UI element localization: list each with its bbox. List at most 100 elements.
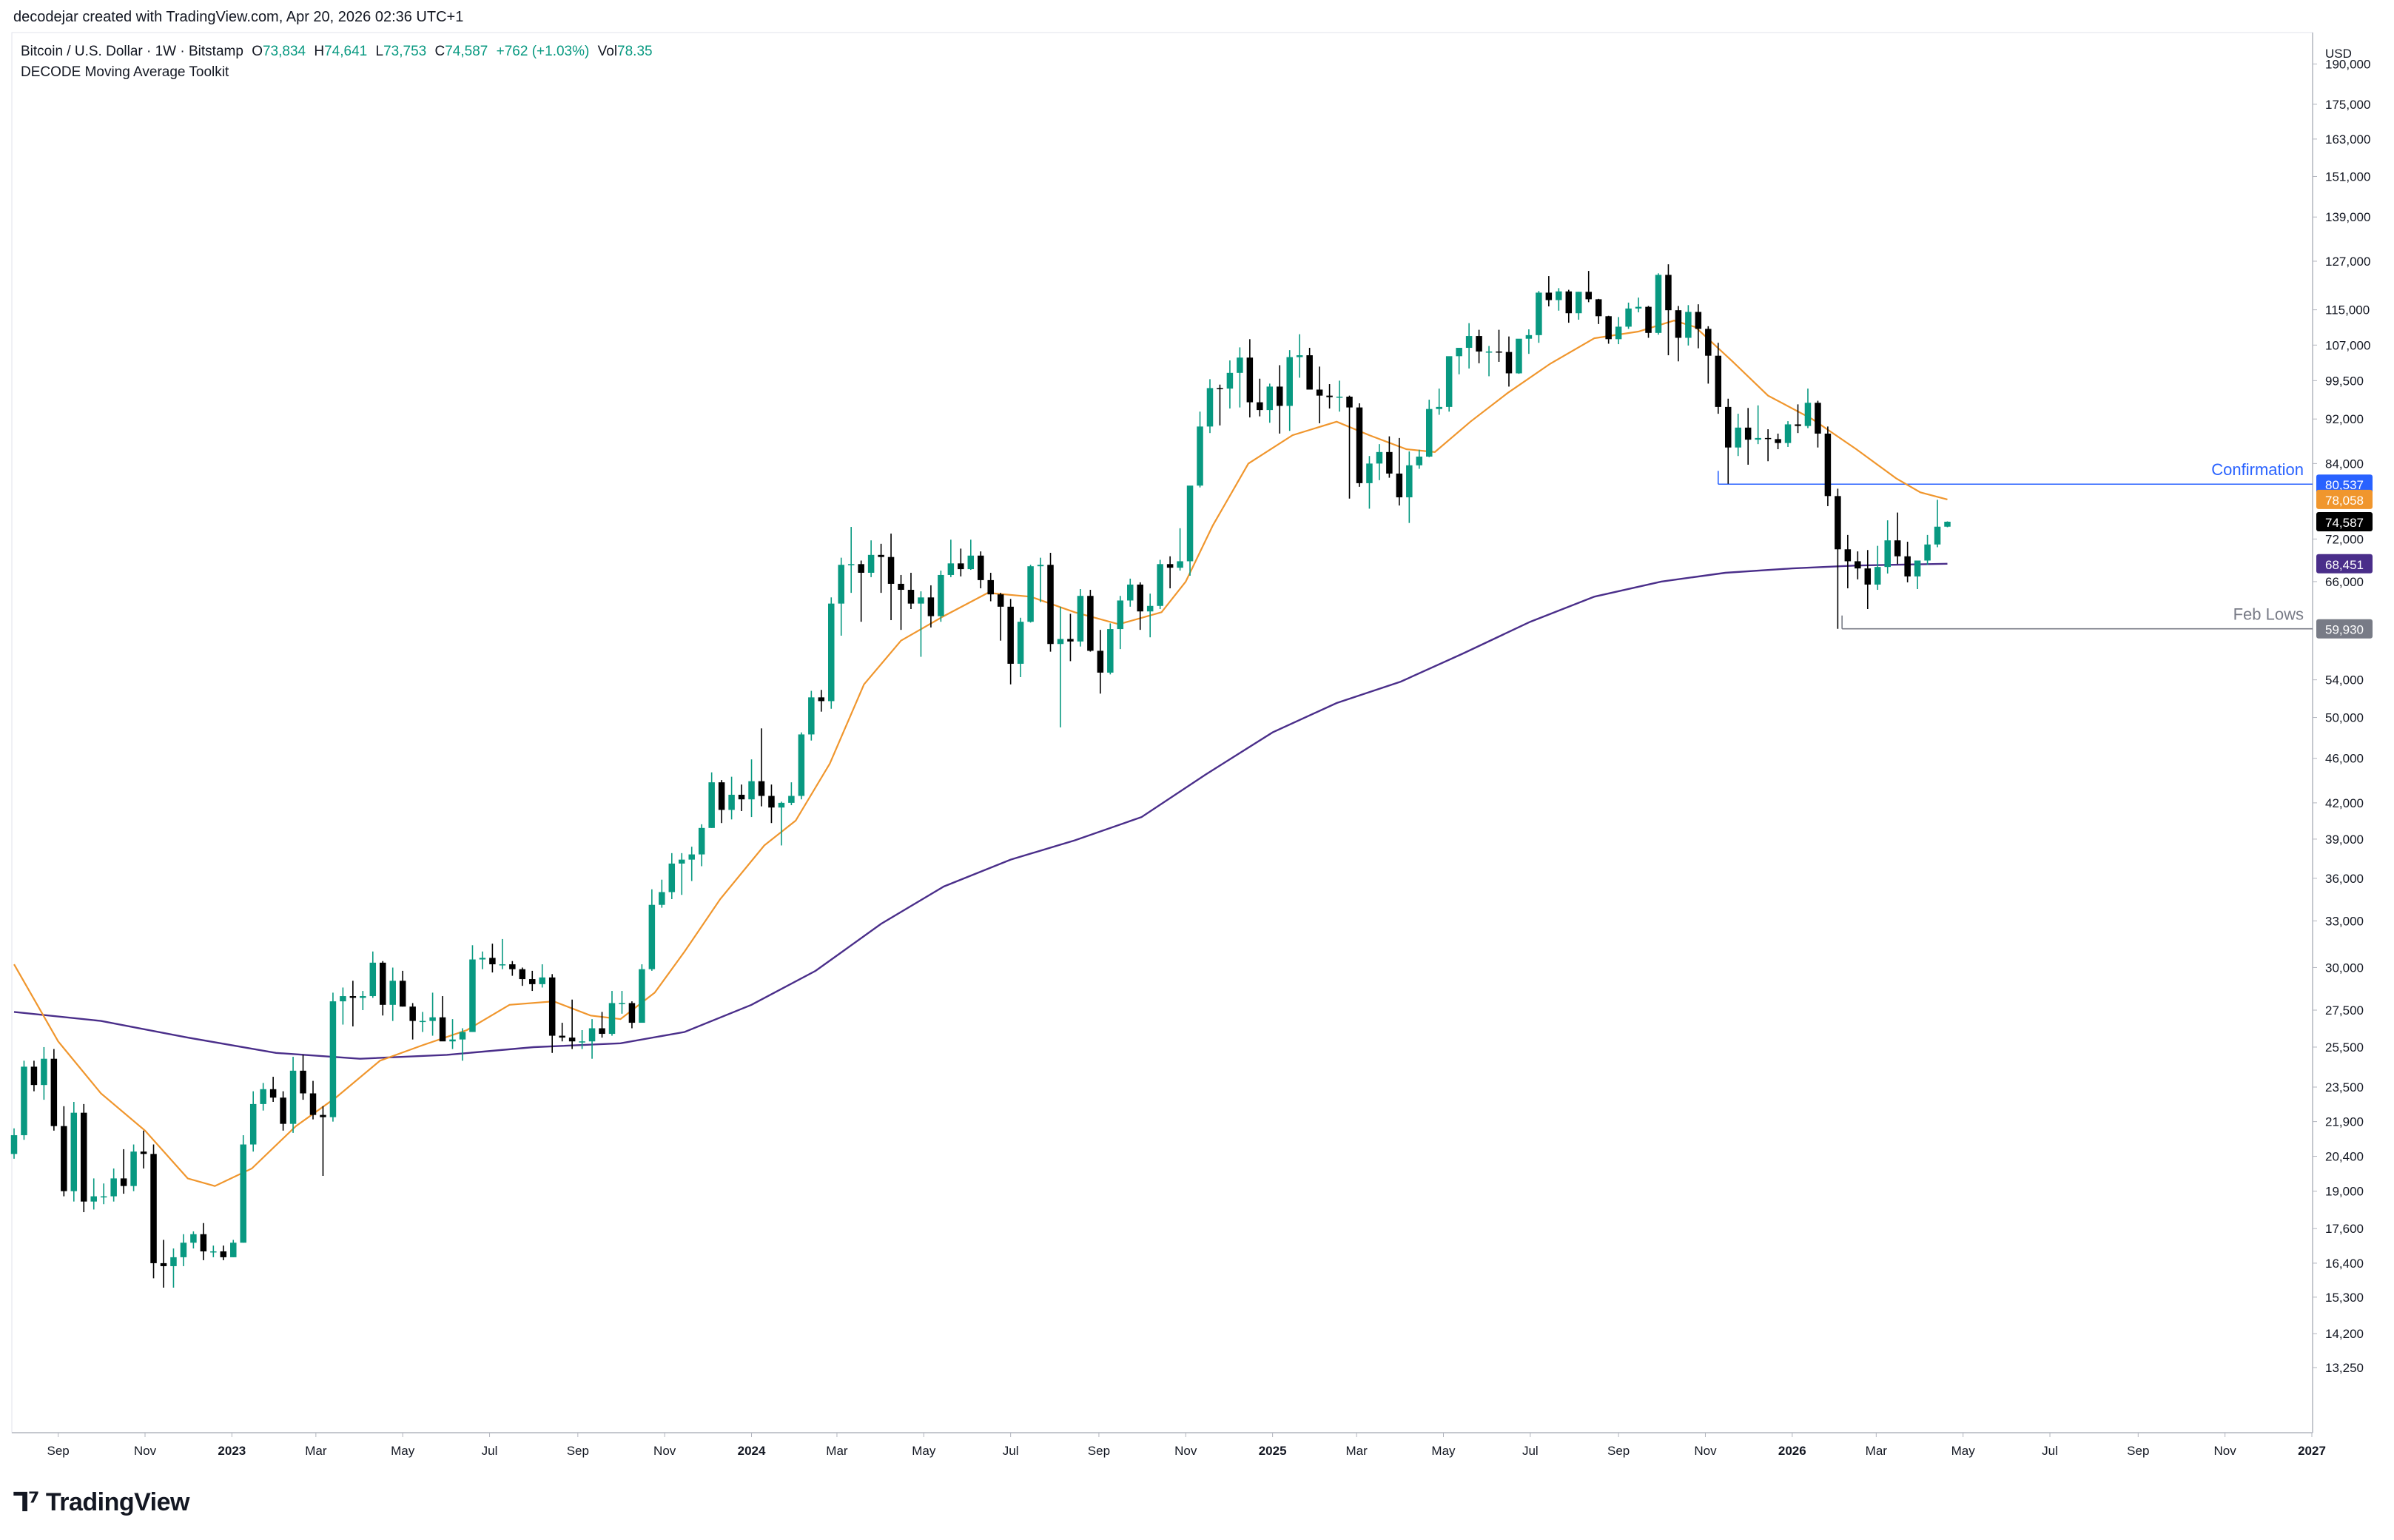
candle: [1166, 556, 1174, 588]
candle-body: [479, 958, 486, 960]
candle: [1815, 400, 1821, 448]
candle-body: [818, 697, 825, 702]
candle-body: [1585, 292, 1592, 300]
candle: [180, 1234, 187, 1266]
y-tick-label: 50,000: [2325, 711, 2364, 725]
candle-body: [1286, 357, 1293, 406]
candle: [529, 970, 536, 992]
candle-body: [978, 555, 984, 580]
candle-body: [200, 1234, 207, 1251]
x-tick-label: 2025: [1259, 1444, 1287, 1458]
candle-body: [1635, 306, 1642, 309]
candle: [1445, 356, 1453, 412]
candle: [150, 1144, 157, 1279]
x-tick-label: Jul: [1003, 1444, 1019, 1458]
y-tick-label: 39,000: [2325, 833, 2364, 847]
candle-body: [389, 981, 396, 1005]
candle-body: [1575, 292, 1582, 314]
candle-body: [459, 1032, 466, 1040]
price-badge-bg: [2316, 474, 2373, 494]
candle-body: [1924, 544, 1931, 561]
candle: [1257, 378, 1263, 417]
candle-body: [639, 969, 645, 1023]
y-tick-label: 33,000: [2325, 914, 2364, 928]
low-value: 73,753: [383, 44, 427, 59]
price-badge: 59,930: [2316, 619, 2373, 639]
candle-body: [847, 564, 855, 565]
candle: [987, 572, 994, 602]
candle: [738, 784, 745, 812]
x-tick-label: Sep: [1607, 1444, 1630, 1458]
candle: [1605, 315, 1612, 344]
candle: [1645, 306, 1652, 338]
y-tick-label: 115,000: [2325, 303, 2370, 317]
price-labels: 80,537 78,058 74,587 68,451 59,930: [2316, 474, 2373, 639]
candle: [718, 780, 725, 824]
candle-body: [579, 1041, 585, 1043]
candle: [1724, 398, 1732, 484]
candle-body: [708, 782, 715, 828]
candle-body: [1197, 426, 1203, 486]
candle-body: [300, 1070, 306, 1094]
candle-body: [1376, 451, 1383, 464]
candle-body: [439, 1017, 446, 1042]
high-value: 74,641: [324, 44, 368, 59]
indicator-row[interactable]: DECODE Moving Average Toolkit: [21, 62, 653, 83]
candle-body: [360, 996, 366, 998]
candle: [1406, 451, 1413, 523]
candle-body: [1744, 427, 1752, 440]
candle: [1027, 565, 1034, 623]
candle: [1864, 550, 1872, 610]
candle: [768, 784, 775, 824]
candle-body: [140, 1151, 147, 1154]
y-tick-label: 54,000: [2325, 673, 2364, 687]
candle-body: [548, 977, 556, 1036]
x-tick-label: 2026: [1778, 1444, 1806, 1458]
candle: [1286, 350, 1293, 431]
candle: [1545, 276, 1553, 307]
candle-body: [768, 796, 775, 808]
candle: [648, 889, 656, 971]
time-axis[interactable]: Sep Nov 2023 Mar May Jul Sep Nov 2024 Mar May Jul Se…: [47, 1433, 2326, 1458]
price-badge-bg: [2316, 619, 2373, 639]
price-badge-label: 68,451: [2325, 558, 2364, 572]
candle: [1177, 528, 1183, 571]
candle-body: [21, 1066, 27, 1135]
candle: [798, 732, 805, 800]
symbol-name[interactable]: Bitcoin / U.S. Dollar · 1W · Bitstamp: [21, 44, 243, 59]
candle-body: [698, 827, 705, 855]
candle: [309, 1080, 317, 1120]
candle-body: [1425, 408, 1433, 457]
candle-body: [1625, 308, 1632, 327]
candle: [210, 1245, 217, 1257]
candle-body: [1316, 389, 1323, 396]
price-axis[interactable]: USD 190,000 175,000 163,000 151,000 139,000 1…: [2313, 47, 2370, 1375]
candle-body: [150, 1154, 157, 1263]
candle-body: [90, 1196, 97, 1202]
candle-body: [1087, 596, 1094, 651]
price-badge-bg: [2316, 512, 2373, 532]
price-badge-label: 74,587: [2325, 516, 2364, 530]
y-tick-label: 46,000: [2325, 752, 2364, 766]
candle-body: [1485, 352, 1493, 353]
candle-body: [1157, 564, 1163, 606]
candle: [110, 1168, 117, 1202]
candle-body: [1695, 312, 1702, 329]
candle-body: [748, 781, 755, 800]
candle-body: [1715, 355, 1722, 407]
tradingview-logo[interactable]: ⅂⁷ TradingView: [13, 1487, 189, 1518]
candle: [439, 996, 446, 1042]
indicator-name[interactable]: DECODE Moving Average Toolkit: [21, 64, 229, 80]
candle-body: [180, 1243, 187, 1257]
candle: [758, 728, 765, 807]
candle-body: [1914, 560, 1921, 576]
price-badge-bg: [2316, 489, 2373, 509]
chart-legend: Bitcoin / U.S. Dollar · 1W · Bitstamp O7…: [21, 41, 653, 83]
y-tick-label: 92,000: [2325, 412, 2364, 426]
candle-body: [380, 962, 386, 1005]
y-tick-label: 127,000: [2325, 255, 2370, 269]
candle-body: [1525, 334, 1533, 339]
candle: [1326, 384, 1333, 408]
candle: [1536, 291, 1542, 343]
